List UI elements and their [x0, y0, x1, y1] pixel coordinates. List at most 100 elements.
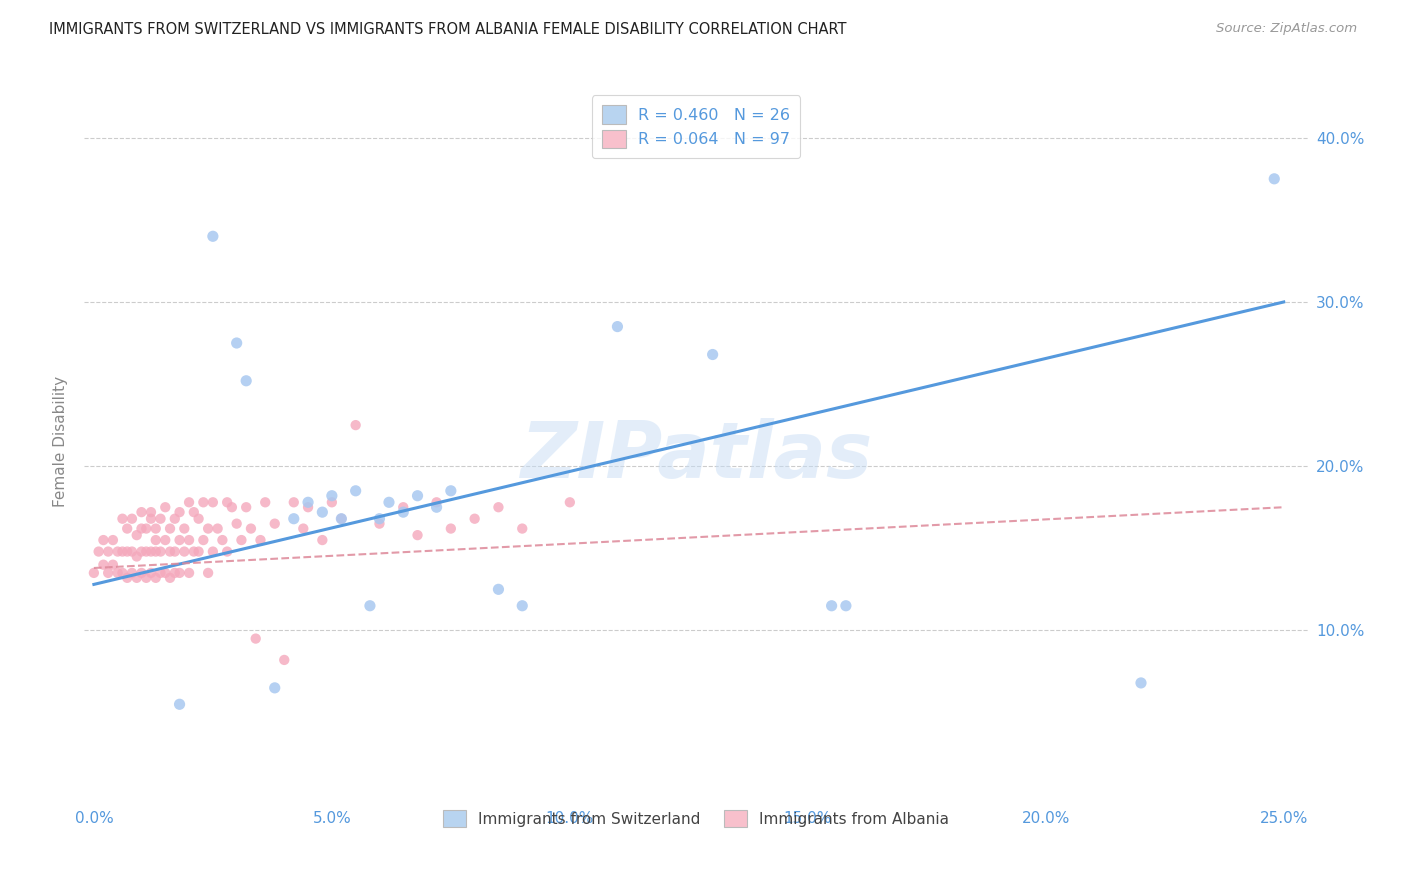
Point [111, 566, 134, 580]
Point [510, 522, 533, 536]
Point [145, 571, 167, 585]
Y-axis label: Female Disability: Female Disability [53, 376, 69, 508]
Point [145, 533, 167, 547]
Point [145, 544, 167, 558]
Point [606, 319, 628, 334]
Point [149, 566, 172, 580]
Point [378, 495, 401, 509]
Point [440, 522, 463, 536]
Point [235, 500, 257, 515]
Point [217, 495, 239, 509]
Point [139, 544, 162, 558]
Text: IMMIGRANTS FROM SWITZERLAND VS IMMIGRANTS FROM ALBANIA FEMALE DISABILITY CORRELA: IMMIGRANTS FROM SWITZERLAND VS IMMIGRANT… [49, 22, 846, 37]
Point [155, 500, 177, 515]
Point [139, 566, 162, 580]
Point [87, 544, 110, 558]
Point [149, 512, 172, 526]
Point [292, 522, 315, 536]
Point [1263, 171, 1285, 186]
Point [121, 544, 143, 558]
Point [169, 533, 191, 547]
Point [155, 533, 177, 547]
Point [201, 229, 224, 244]
Point [344, 483, 367, 498]
Point [169, 698, 191, 712]
Point [183, 544, 205, 558]
Point [149, 544, 172, 558]
Point [169, 505, 191, 519]
Point [197, 522, 219, 536]
Point [440, 483, 463, 498]
Point [135, 544, 157, 558]
Point [107, 566, 129, 580]
Point [297, 495, 319, 509]
Point [201, 495, 224, 509]
Point [135, 522, 157, 536]
Point [217, 544, 239, 558]
Point [231, 533, 253, 547]
Point [330, 512, 353, 526]
Point [187, 512, 209, 526]
Point [426, 495, 449, 509]
Point [139, 512, 162, 526]
Text: Source: ZipAtlas.com: Source: ZipAtlas.com [1216, 22, 1357, 36]
Point [820, 599, 842, 613]
Point [139, 505, 162, 519]
Point [107, 544, 129, 558]
Point [101, 558, 124, 572]
Text: ZIPatlas: ZIPatlas [520, 418, 872, 494]
Point [239, 522, 262, 536]
Point [464, 512, 486, 526]
Point [311, 505, 333, 519]
Point [121, 512, 143, 526]
Point [145, 522, 167, 536]
Point [235, 374, 257, 388]
Point [488, 582, 510, 597]
Point [368, 516, 391, 531]
Point [97, 566, 120, 580]
Point [406, 489, 429, 503]
Point [131, 522, 153, 536]
Point [254, 495, 277, 509]
Point [558, 495, 581, 509]
Point [131, 544, 153, 558]
Point [392, 505, 415, 519]
Point [115, 522, 138, 536]
Point [163, 566, 186, 580]
Point [201, 544, 224, 558]
Point [101, 533, 124, 547]
Point [111, 544, 134, 558]
Legend: Immigrants from Switzerland, Immigrants from Albania: Immigrants from Switzerland, Immigrants … [436, 802, 956, 835]
Point [283, 495, 305, 509]
Point [488, 500, 510, 515]
Point [155, 566, 177, 580]
Point [702, 347, 724, 361]
Point [83, 566, 105, 580]
Point [135, 571, 157, 585]
Point [125, 571, 148, 585]
Point [93, 558, 115, 572]
Point [283, 512, 305, 526]
Point [177, 566, 200, 580]
Point [173, 522, 195, 536]
Point [221, 500, 243, 515]
Point [193, 495, 215, 509]
Point [159, 522, 181, 536]
Point [344, 418, 367, 433]
Point [121, 566, 143, 580]
Point [193, 533, 215, 547]
Point [321, 495, 343, 509]
Point [183, 505, 205, 519]
Point [115, 544, 138, 558]
Point [330, 512, 353, 526]
Point [131, 505, 153, 519]
Point [1130, 676, 1153, 690]
Point [835, 599, 858, 613]
Point [163, 544, 186, 558]
Point [115, 571, 138, 585]
Point [225, 336, 247, 351]
Point [311, 533, 333, 547]
Point [273, 653, 295, 667]
Point [321, 489, 343, 503]
Point [368, 512, 391, 526]
